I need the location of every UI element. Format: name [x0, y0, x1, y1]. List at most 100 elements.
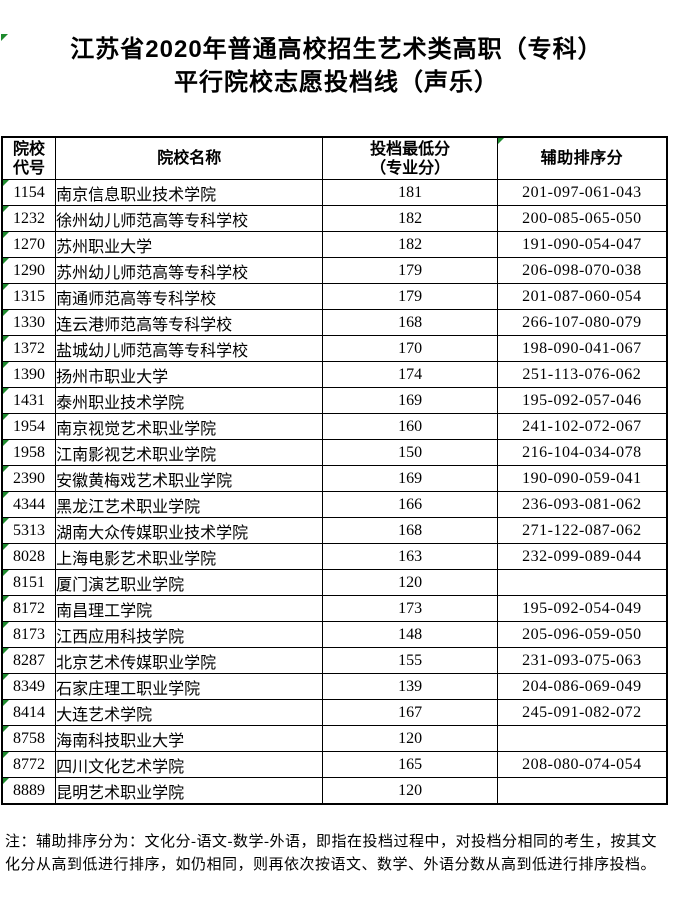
college-code-cell: 1958: [1, 439, 57, 466]
min-score: 168: [398, 313, 423, 331]
min-score: 182: [398, 209, 423, 227]
cell-marker-icon: [3, 518, 9, 524]
header-min-score-label: 投档最低分 （专业分）: [370, 140, 451, 177]
aux-sort: 208-080-074-054: [522, 755, 642, 773]
min-score-cell: 155: [322, 647, 498, 674]
header-college-name-label: 院校名称: [157, 150, 222, 167]
scores-table: 院校 代号 院校名称 投档最低分 （专业分） 辅助排序分 1154 南京信息职业技…: [1, 136, 668, 805]
min-score: 148: [398, 625, 423, 643]
college-name-cell: 南京信息职业技术学院: [55, 179, 324, 206]
college-code: 4344: [13, 495, 46, 513]
college-name: 南京信息职业技术学院: [56, 186, 217, 204]
cell-marker-icon: [3, 206, 9, 212]
college-name-cell: 苏州职业大学: [55, 231, 324, 258]
aux-sort: 216-104-034-078: [522, 443, 642, 461]
min-score-cell: 169: [322, 387, 498, 414]
aux-sort: 271-122-087-062: [522, 521, 642, 539]
aux-sort: 191-090-054-047: [522, 235, 642, 253]
min-score: 160: [398, 417, 423, 435]
college-name-cell: 江南影视艺术职业学院: [55, 439, 324, 466]
college-name: 石家庄理工职业学院: [56, 680, 201, 698]
college-name-cell: 安徽黄梅戏艺术职业学院: [55, 465, 324, 492]
page-title: 江苏省2020年普通高校招生艺术类高职（专科） 平行院校志愿投档线（声乐）: [8, 33, 665, 99]
aux-sort-cell: 216-104-034-078: [496, 439, 668, 466]
header-college-name: 院校名称: [55, 136, 324, 180]
aux-sort: 231-093-075-063: [522, 651, 642, 669]
college-name: 南昌理工学院: [56, 602, 153, 620]
cell-marker-icon: [1, 34, 8, 41]
college-name-cell: 江西应用科技学院: [55, 621, 324, 648]
min-score: 170: [398, 339, 423, 357]
table-row: 1290 苏州幼儿师范高等专科学校 179 206-098-070-038: [1, 257, 668, 284]
min-score: 120: [398, 573, 423, 591]
college-code-cell: 1330: [1, 309, 57, 336]
aux-sort-cell: [496, 569, 668, 596]
aux-sort-cell: 241-102-072-067: [496, 413, 668, 440]
aux-sort-cell: 251-113-076-062: [496, 361, 668, 388]
cell-marker-icon: [3, 232, 9, 238]
college-code: 5313: [13, 521, 46, 539]
college-name-cell: 徐州幼儿师范高等专科学校: [55, 205, 324, 232]
min-score: 169: [398, 469, 423, 487]
table-body: 1154 南京信息职业技术学院 181 201-097-061-043 1232 徐州幼儿…: [1, 179, 668, 805]
min-score-cell: 168: [322, 309, 498, 336]
aux-sort: 201-087-060-054: [522, 287, 642, 305]
aux-sort-cell: 271-122-087-062: [496, 517, 668, 544]
table-row: 1154 南京信息职业技术学院 181 201-097-061-043: [1, 179, 668, 206]
table-row: 8028 上海电影艺术职业学院 163 232-099-089-044: [1, 543, 668, 570]
college-code: 1270: [13, 235, 46, 253]
college-code-cell: 8151: [1, 569, 57, 596]
table-row: 1431 泰州职业技术学院 169 195-092-057-046: [1, 387, 668, 414]
college-name-cell: 北京艺术传媒职业学院: [55, 647, 324, 674]
college-code: 8772: [13, 755, 46, 773]
table-row: 4344 黑龙江艺术职业学院 166 236-093-081-062: [1, 491, 668, 518]
aux-sort: 206-098-070-038: [522, 261, 642, 279]
college-name: 北京艺术传媒职业学院: [56, 654, 217, 672]
min-score-cell: 173: [322, 595, 498, 622]
cell-marker-icon: [3, 388, 9, 394]
college-name: 四川文化艺术学院: [56, 758, 185, 776]
cell-marker-icon: [3, 492, 9, 498]
college-name: 黑龙江艺术职业学院: [56, 498, 201, 516]
min-score-cell: 182: [322, 231, 498, 258]
min-score-cell: 167: [322, 699, 498, 726]
table-row: 8287 北京艺术传媒职业学院 155 231-093-075-063: [1, 647, 668, 674]
min-score-cell: 181: [322, 179, 498, 206]
college-name-cell: 盐城幼儿师范高等专科学校: [55, 335, 324, 362]
college-name: 江南影视艺术职业学院: [56, 446, 217, 464]
college-code: 8151: [13, 573, 46, 591]
college-code-cell: 8287: [1, 647, 57, 674]
college-name-cell: 南通师范高等专科学校: [55, 283, 324, 310]
college-code: 1290: [13, 261, 46, 279]
aux-sort-cell: 206-098-070-038: [496, 257, 668, 284]
table-header: 院校 代号 院校名称 投档最低分 （专业分） 辅助排序分: [1, 136, 668, 180]
cell-marker-icon: [3, 362, 9, 368]
college-code-cell: 1232: [1, 205, 57, 232]
college-code-cell: 2390: [1, 465, 57, 492]
college-name: 昆明艺术职业学院: [56, 784, 185, 802]
cell-marker-icon: [3, 414, 9, 420]
college-code: 8287: [13, 651, 46, 669]
aux-sort-cell: 191-090-054-047: [496, 231, 668, 258]
college-name: 泰州职业技术学院: [56, 394, 185, 412]
college-code-cell: 1390: [1, 361, 57, 388]
header-aux-sort: 辅助排序分: [496, 136, 668, 180]
college-name-cell: 海南科技职业大学: [55, 725, 324, 752]
min-score-cell: 139: [322, 673, 498, 700]
table-row: 1372 盐城幼儿师范高等专科学校 170 198-090-041-067: [1, 335, 668, 362]
college-code: 1431: [13, 391, 46, 409]
min-score: 167: [398, 703, 423, 721]
min-score: 181: [398, 183, 423, 201]
min-score: 120: [398, 729, 423, 747]
aux-sort: 204-086-069-049: [522, 677, 642, 695]
table-row: 8758 海南科技职业大学 120: [1, 725, 668, 752]
table-row: 8173 江西应用科技学院 148 205-096-059-050: [1, 621, 668, 648]
college-code-cell: 1954: [1, 413, 57, 440]
table-row: 1390 扬州市职业大学 174 251-113-076-062: [1, 361, 668, 388]
min-score: 182: [398, 235, 423, 253]
aux-sort: 200-085-065-050: [522, 209, 642, 227]
college-code: 8173: [13, 625, 46, 643]
aux-sort-cell: 198-090-041-067: [496, 335, 668, 362]
min-score-cell: 166: [322, 491, 498, 518]
table-row: 8349 石家庄理工职业学院 139 204-086-069-049: [1, 673, 668, 700]
